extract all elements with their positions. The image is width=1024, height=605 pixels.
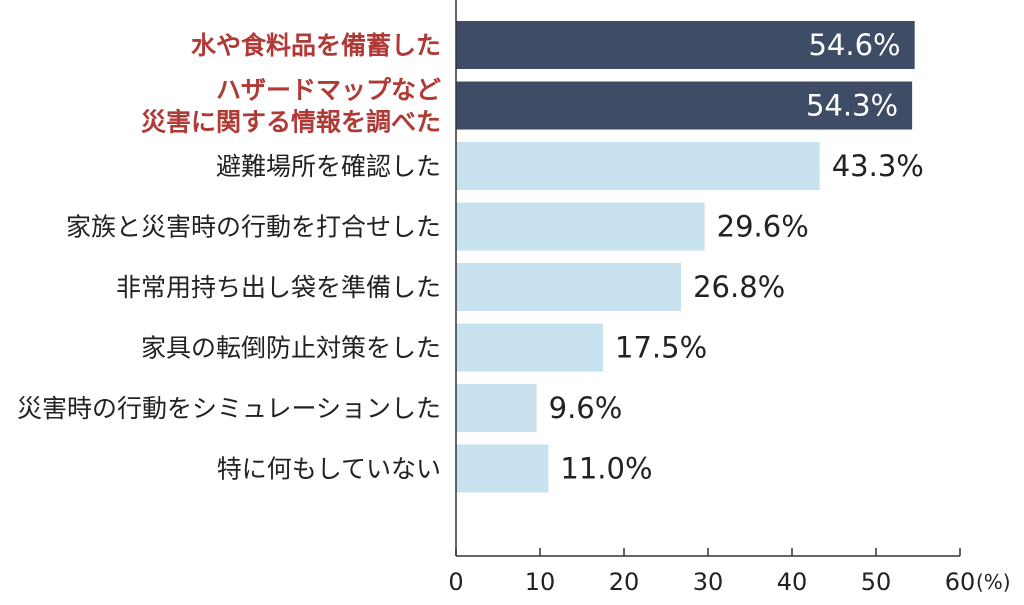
value-label-1: 54.3% (806, 89, 898, 123)
category-label-1-line-1: 災害に関する情報を調べた (141, 108, 441, 137)
x-tick-label-0: 0 (448, 568, 463, 596)
category-label-1-line-0: ハザードマップなど (216, 76, 441, 105)
category-label-0: 水や食料品を備蓄した (191, 31, 441, 60)
value-label-4: 26.8% (693, 270, 785, 304)
bars-group (456, 21, 915, 493)
bar-4 (456, 263, 682, 311)
category-labels: 水や食料品を備蓄したハザードマップなど災害に関する情報を調べた避難場所を確認した… (17, 31, 441, 484)
value-label-7: 11.0% (560, 452, 652, 486)
bar-3 (456, 202, 705, 251)
x-tick-label-2: 20 (609, 568, 640, 596)
category-label-6: 災害時の行動をシミュレーションした (17, 394, 441, 423)
value-labels: 54.6% 54.3% 43.3% 29.6% 26.8% 17.5% 9.6% 11.0% (549, 28, 924, 486)
category-label-2: 避難場所を確認した (216, 152, 441, 181)
value-label-6: 9.6% (549, 391, 623, 425)
x-tick-label-1: 10 (525, 568, 556, 596)
category-label-5: 家具の転倒防止対策をした (141, 334, 441, 363)
value-label-0: 54.6% (808, 28, 900, 62)
value-label-5: 17.5% (615, 331, 707, 365)
bar-2 (456, 142, 820, 190)
x-tick-label-6: 60 (945, 568, 976, 596)
category-label-4: 非常用持ち出し袋を準備した (116, 273, 441, 302)
bar-7 (456, 444, 549, 493)
bar-5 (456, 323, 603, 372)
category-label-3: 家族と災害時の行動を打合せした (66, 213, 441, 242)
bar-1 (456, 81, 913, 130)
x-tick-label-3: 30 (693, 568, 724, 596)
x-axis-unit: (%) (976, 570, 1011, 594)
x-tick-label-4: 40 (777, 568, 808, 596)
category-label-7: 特に何もしていない (217, 455, 441, 484)
value-label-2: 43.3% (832, 149, 924, 183)
x-ticks: 0 10 20 30 40 50 60 (448, 548, 975, 596)
bar-6 (456, 384, 537, 432)
value-label-3: 29.6% (717, 210, 809, 244)
x-tick-label-5: 50 (861, 568, 892, 596)
bar-0 (456, 21, 915, 69)
